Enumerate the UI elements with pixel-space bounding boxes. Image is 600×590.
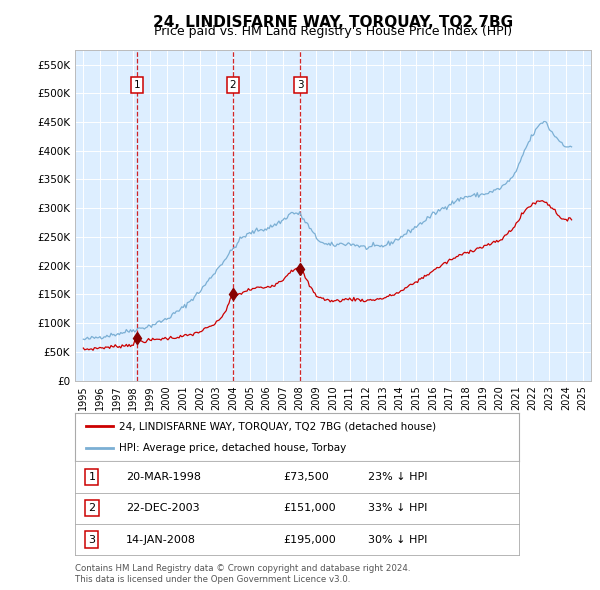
Text: 22-DEC-2003: 22-DEC-2003 [126,503,200,513]
Text: 20-MAR-1998: 20-MAR-1998 [126,472,201,482]
Text: 24, LINDISFARNE WAY, TORQUAY, TQ2 7BG: 24, LINDISFARNE WAY, TORQUAY, TQ2 7BG [153,15,513,30]
Text: This data is licensed under the Open Government Licence v3.0.: This data is licensed under the Open Gov… [75,575,350,584]
Text: HPI: Average price, detached house, Torbay: HPI: Average price, detached house, Torb… [119,443,347,453]
Text: Contains HM Land Registry data © Crown copyright and database right 2024.: Contains HM Land Registry data © Crown c… [75,565,410,573]
Text: 2: 2 [229,80,236,90]
Text: £73,500: £73,500 [284,472,329,482]
Text: 1: 1 [88,472,95,482]
Text: 24, LINDISFARNE WAY, TORQUAY, TQ2 7BG (detached house): 24, LINDISFARNE WAY, TORQUAY, TQ2 7BG (d… [119,421,437,431]
Text: £195,000: £195,000 [284,535,337,545]
Text: Price paid vs. HM Land Registry's House Price Index (HPI): Price paid vs. HM Land Registry's House … [154,25,512,38]
Text: 23% ↓ HPI: 23% ↓ HPI [368,472,428,482]
Text: 2: 2 [88,503,95,513]
Text: 1: 1 [134,80,140,90]
Text: 3: 3 [297,80,304,90]
Text: 30% ↓ HPI: 30% ↓ HPI [368,535,427,545]
Text: 3: 3 [88,535,95,545]
Text: £151,000: £151,000 [284,503,337,513]
Text: 33% ↓ HPI: 33% ↓ HPI [368,503,427,513]
Text: 14-JAN-2008: 14-JAN-2008 [126,535,196,545]
